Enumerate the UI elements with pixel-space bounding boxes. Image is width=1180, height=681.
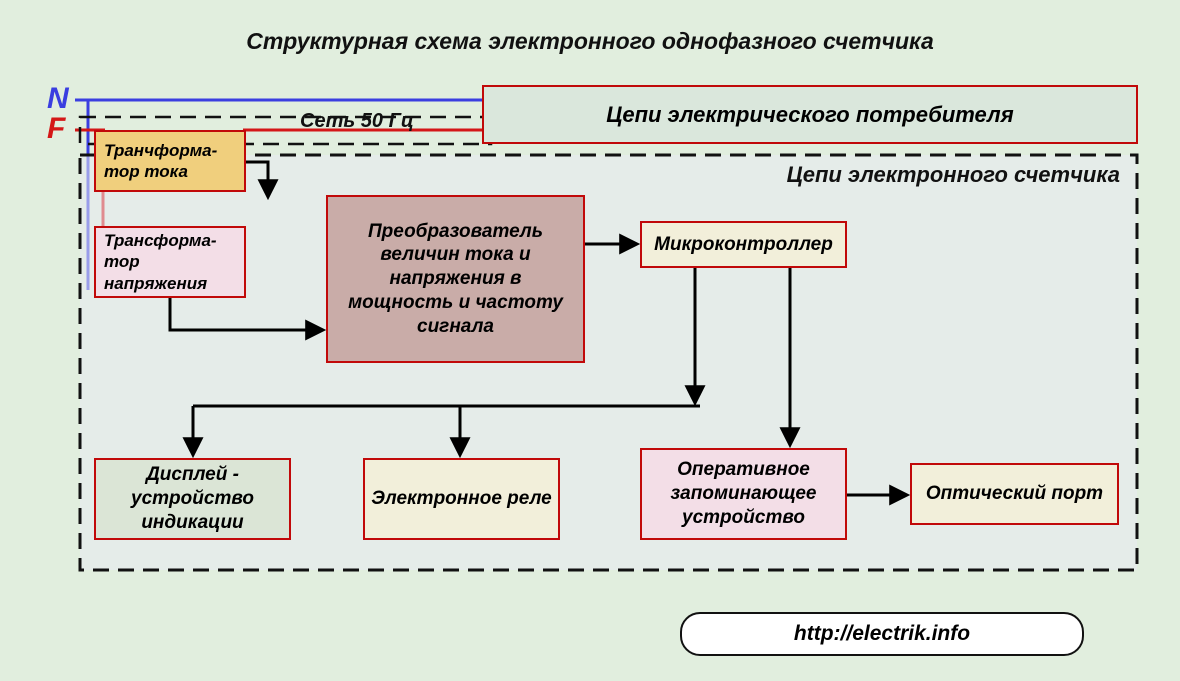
box-consumer-circuits: Цепи электрического потребителя xyxy=(482,85,1138,144)
box-converter: Преобразователь величин тока и напряжени… xyxy=(326,195,585,363)
url-caption: http://electrik.info xyxy=(680,612,1084,656)
box-display: Дисплей - устройство индикации xyxy=(94,458,291,540)
box-relay: Электронное реле xyxy=(363,458,560,540)
box-ram: Оперативное запоминающее устройство xyxy=(640,448,847,540)
diagram-title: Структурная схема электронного однофазно… xyxy=(0,28,1180,55)
label-phase: F xyxy=(47,112,65,146)
box-optical-port: Оптический порт xyxy=(910,463,1119,525)
label-net: Сеть 50 Гц xyxy=(300,110,414,133)
box-voltage-transformer: Трансформа-тор напряжения xyxy=(94,226,246,298)
box-microcontroller: Микроконтроллер xyxy=(640,221,847,268)
label-meter-circuits: Цепи электронного счетчика xyxy=(787,162,1120,188)
label-neutral: N xyxy=(47,82,69,116)
box-current-transformer: Транчформа-тор тока xyxy=(94,130,246,192)
